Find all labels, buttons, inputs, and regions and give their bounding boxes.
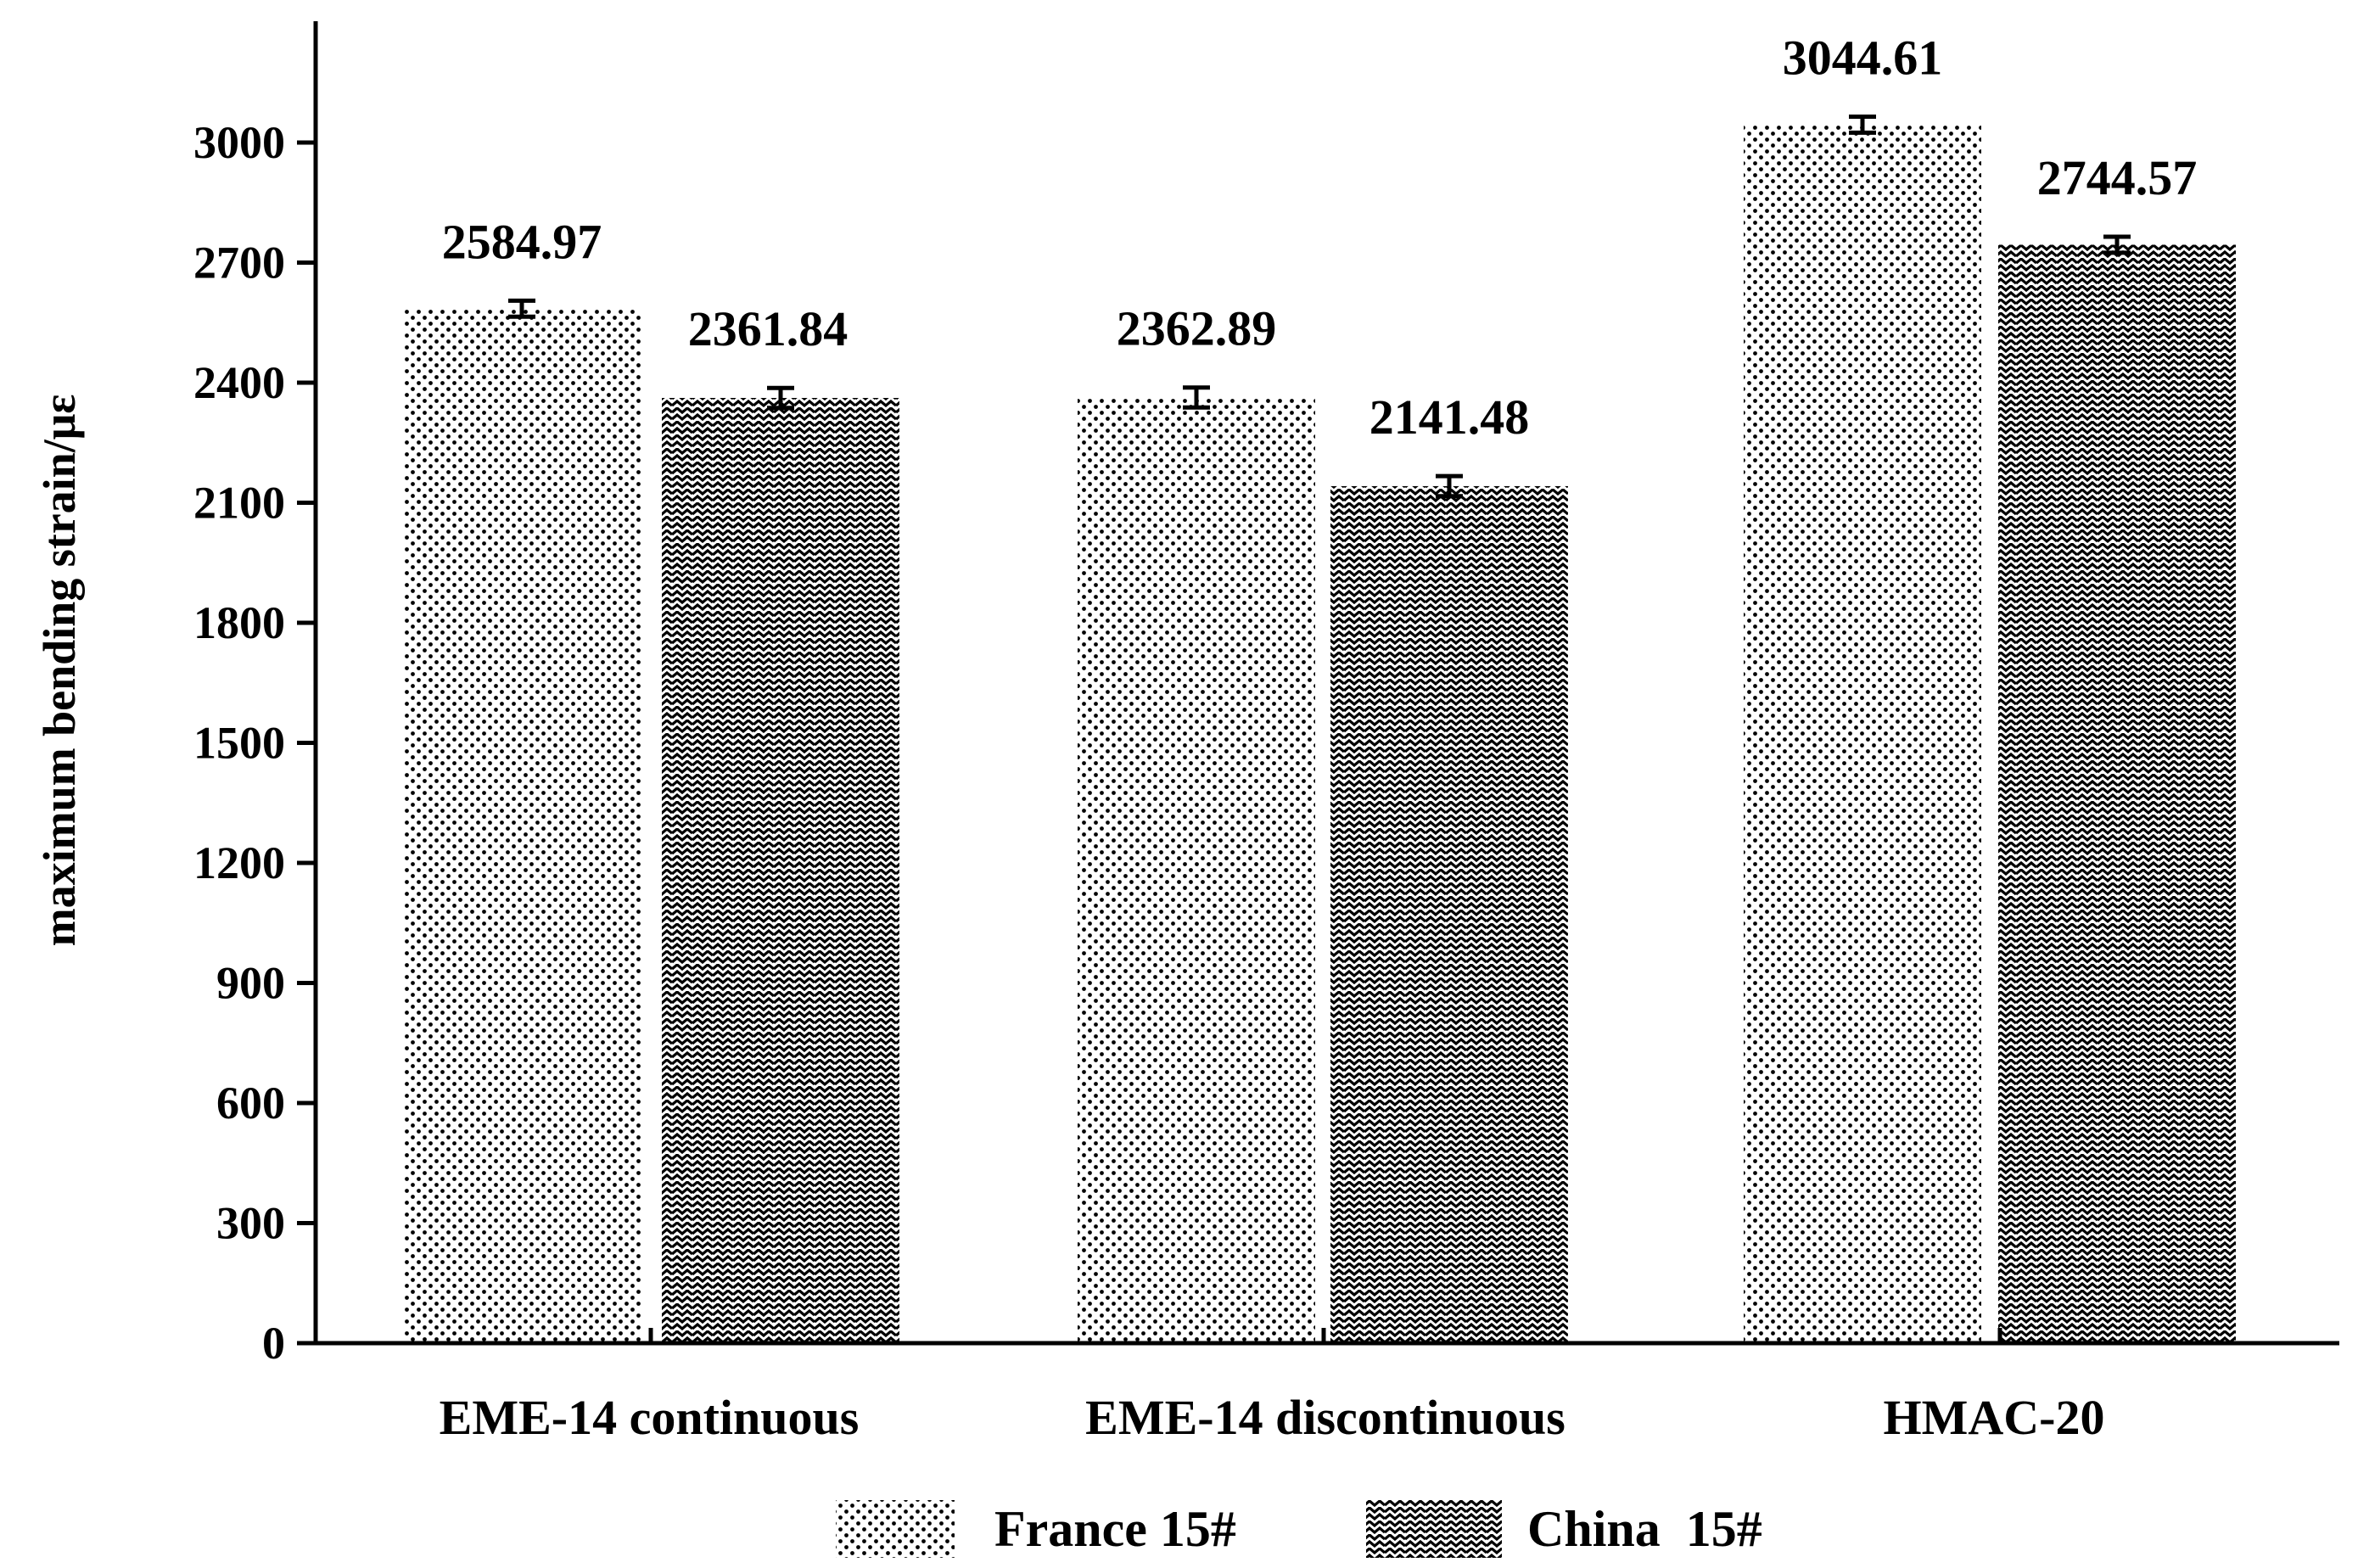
error-bars xyxy=(508,115,2131,499)
bar xyxy=(662,397,899,1344)
legend-swatch-france xyxy=(836,1500,955,1558)
bar xyxy=(1744,124,1981,1343)
y-tick-label: 1200 xyxy=(193,837,285,888)
x-category-label: EME-14 continuous xyxy=(440,1390,860,1445)
legend-label-france: France 15# xyxy=(994,1501,1236,1557)
bar xyxy=(403,308,641,1343)
y-tick-label: 1500 xyxy=(193,718,285,769)
data-label: 2362.89 xyxy=(1117,301,1277,356)
x-axis-categories: EME-14 continuous EME-14 discontinuous HMA… xyxy=(440,1390,2105,1445)
data-label: 2361.84 xyxy=(688,301,849,356)
x-category-label: HMAC-20 xyxy=(1884,1390,2105,1445)
y-tick-label: 300 xyxy=(216,1198,285,1249)
bar xyxy=(1330,485,1568,1343)
y-tick-label: 900 xyxy=(216,958,285,1009)
y-tick-label: 2700 xyxy=(193,238,285,288)
data-label: 2744.57 xyxy=(2037,150,2198,205)
data-label: 2584.97 xyxy=(442,214,602,269)
y-tick-label: 600 xyxy=(216,1078,285,1128)
y-tick-label: 2400 xyxy=(193,357,285,408)
bar xyxy=(1998,244,2236,1344)
data-label: 3044.61 xyxy=(1783,31,1943,86)
bar xyxy=(1078,397,1315,1343)
y-axis-ticks: 0 300 600 900 1200 1500 1800 2100 2400 2700 3000 xyxy=(193,117,316,1369)
bars xyxy=(403,124,2236,1344)
data-labels: 2584.97 2362.89 3044.61 2361.84 2141.48 2744.… xyxy=(442,31,2198,445)
legend: France 15# China 15# xyxy=(836,1500,1762,1558)
y-tick-label: 2100 xyxy=(193,478,285,529)
data-label: 2141.48 xyxy=(1369,389,1530,445)
y-tick-label: 1800 xyxy=(193,597,285,648)
legend-swatch-china xyxy=(1366,1500,1502,1558)
y-tick-label: 3000 xyxy=(193,117,285,168)
y-axis-title: maximum bending strain/με xyxy=(34,395,85,947)
legend-label-china: China 15# xyxy=(1527,1501,1762,1557)
y-tick-label: 0 xyxy=(262,1318,285,1369)
x-category-label: EME-14 discontinuous xyxy=(1085,1390,1565,1445)
x-axis-ticks xyxy=(648,1328,2002,1343)
